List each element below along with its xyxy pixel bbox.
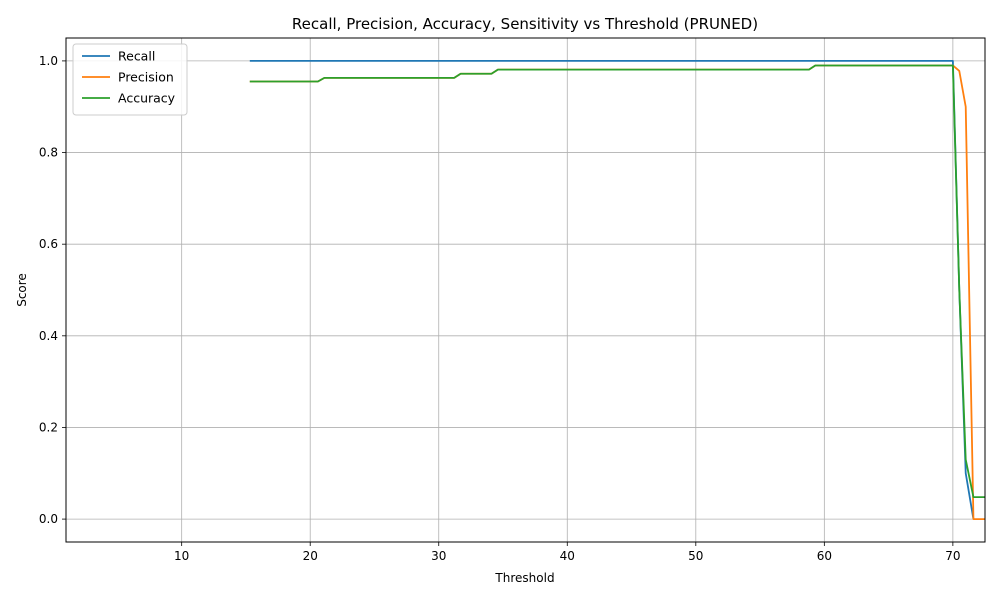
- x-tick-label: 70: [945, 549, 960, 563]
- series-group: [249, 60, 985, 520]
- legend: Recall Precision Accuracy: [72, 43, 188, 116]
- x-tick-label: 40: [560, 549, 575, 563]
- y-tick-label: 0.6: [39, 237, 58, 251]
- y-tick-label: 0.0: [39, 512, 58, 526]
- x-axis-label: Threshold: [494, 571, 554, 585]
- y-tick-label: 0.4: [39, 329, 58, 343]
- x-tick-label: 10: [174, 549, 189, 563]
- legend-label: Accuracy: [118, 91, 176, 106]
- legend-label: Recall: [118, 49, 155, 64]
- x-axis-ticks: 10 20 30 40 50 60 70: [174, 542, 961, 563]
- series-line-accuracy: [249, 64, 985, 498]
- plot-frame: [65, 37, 986, 543]
- series-line-precision: [249, 64, 985, 520]
- x-tick-label: 30: [431, 549, 446, 563]
- x-tick-label: 60: [817, 549, 832, 563]
- y-tick-label: 0.8: [39, 146, 58, 160]
- x-tick-label: 20: [303, 549, 318, 563]
- y-axis-ticks: 0.0 0.2 0.4 0.6 0.8 1.0: [39, 54, 66, 526]
- y-tick-label: 1.0: [39, 54, 58, 68]
- chart-title: Recall, Precision, Accuracy, Sensitivity…: [292, 15, 758, 33]
- x-tick-label: 50: [688, 549, 703, 563]
- y-axis-label: Score: [15, 273, 29, 307]
- grid-lines: [66, 38, 985, 542]
- legend-label: Precision: [118, 70, 174, 85]
- y-tick-label: 0.2: [39, 420, 58, 434]
- series-line-recall: [249, 60, 975, 520]
